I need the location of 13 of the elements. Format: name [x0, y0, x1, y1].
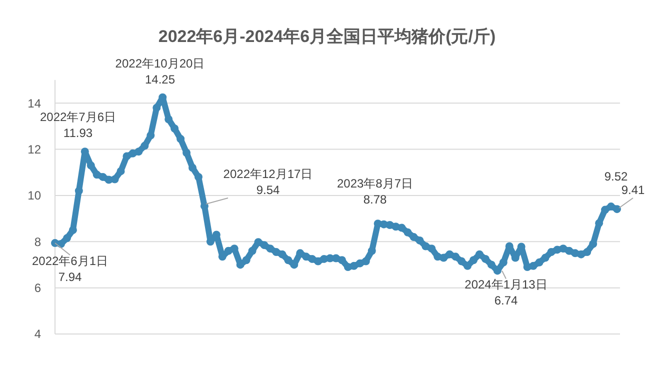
- text: 9.41: [621, 183, 645, 197]
- y-tick-label: 4: [34, 327, 42, 342]
- annotation: 2024年1月13日 6.74: [464, 278, 548, 308]
- annotation: 2022年10月20日 14.25: [115, 56, 205, 86]
- y-tick-label: 10: [28, 188, 42, 203]
- y-tick-label: 12: [28, 142, 42, 156]
- annotation: 2023年8月7日 8.78: [336, 176, 414, 207]
- y-tick-label: 14: [28, 96, 42, 110]
- y-tick-label: 8: [34, 234, 42, 249]
- annotation: 2022年12月17日 9.54: [223, 167, 313, 197]
- chart-title: 2022年6月-2024年6月全国日平均猪价(元/斤): [158, 27, 496, 46]
- annotation: 9.52: [604, 170, 628, 184]
- annotation: 2022年7月6日 11.93: [40, 110, 116, 140]
